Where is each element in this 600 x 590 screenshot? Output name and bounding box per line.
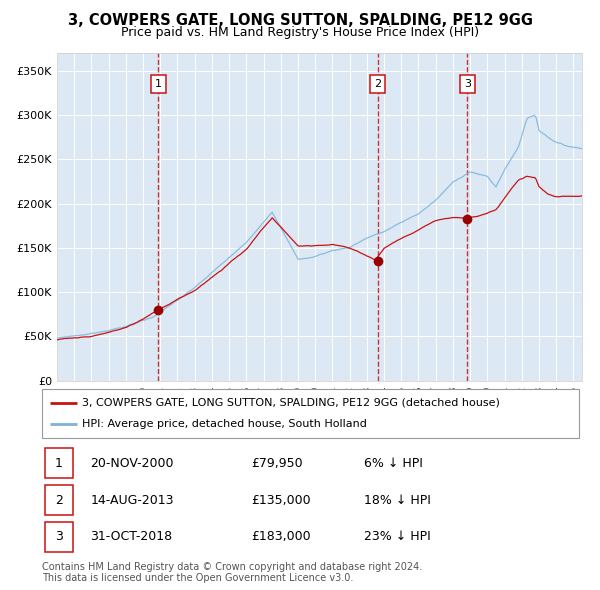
Text: £135,000: £135,000	[251, 493, 311, 507]
Text: 3, COWPERS GATE, LONG SUTTON, SPALDING, PE12 9GG: 3, COWPERS GATE, LONG SUTTON, SPALDING, …	[67, 13, 533, 28]
Text: £79,950: £79,950	[251, 457, 303, 470]
FancyBboxPatch shape	[44, 522, 73, 552]
Text: 3: 3	[55, 530, 62, 543]
Text: Contains HM Land Registry data © Crown copyright and database right 2024.
This d: Contains HM Land Registry data © Crown c…	[42, 562, 422, 584]
FancyBboxPatch shape	[42, 389, 579, 438]
Text: 3: 3	[464, 79, 470, 89]
Text: 31-OCT-2018: 31-OCT-2018	[91, 530, 172, 543]
Text: Price paid vs. HM Land Registry's House Price Index (HPI): Price paid vs. HM Land Registry's House …	[121, 26, 479, 39]
Text: 2: 2	[55, 493, 62, 507]
FancyBboxPatch shape	[44, 448, 73, 478]
Text: 14-AUG-2013: 14-AUG-2013	[91, 493, 174, 507]
Text: 18% ↓ HPI: 18% ↓ HPI	[364, 493, 431, 507]
Text: 1: 1	[55, 457, 62, 470]
Text: 20-NOV-2000: 20-NOV-2000	[91, 457, 174, 470]
FancyBboxPatch shape	[44, 485, 73, 515]
Text: 23% ↓ HPI: 23% ↓ HPI	[364, 530, 431, 543]
Text: 3, COWPERS GATE, LONG SUTTON, SPALDING, PE12 9GG (detached house): 3, COWPERS GATE, LONG SUTTON, SPALDING, …	[82, 398, 500, 408]
Text: £183,000: £183,000	[251, 530, 311, 543]
Text: HPI: Average price, detached house, South Holland: HPI: Average price, detached house, Sout…	[82, 419, 367, 429]
Text: 6% ↓ HPI: 6% ↓ HPI	[364, 457, 423, 470]
Text: 1: 1	[155, 79, 162, 89]
Text: 2: 2	[374, 79, 381, 89]
